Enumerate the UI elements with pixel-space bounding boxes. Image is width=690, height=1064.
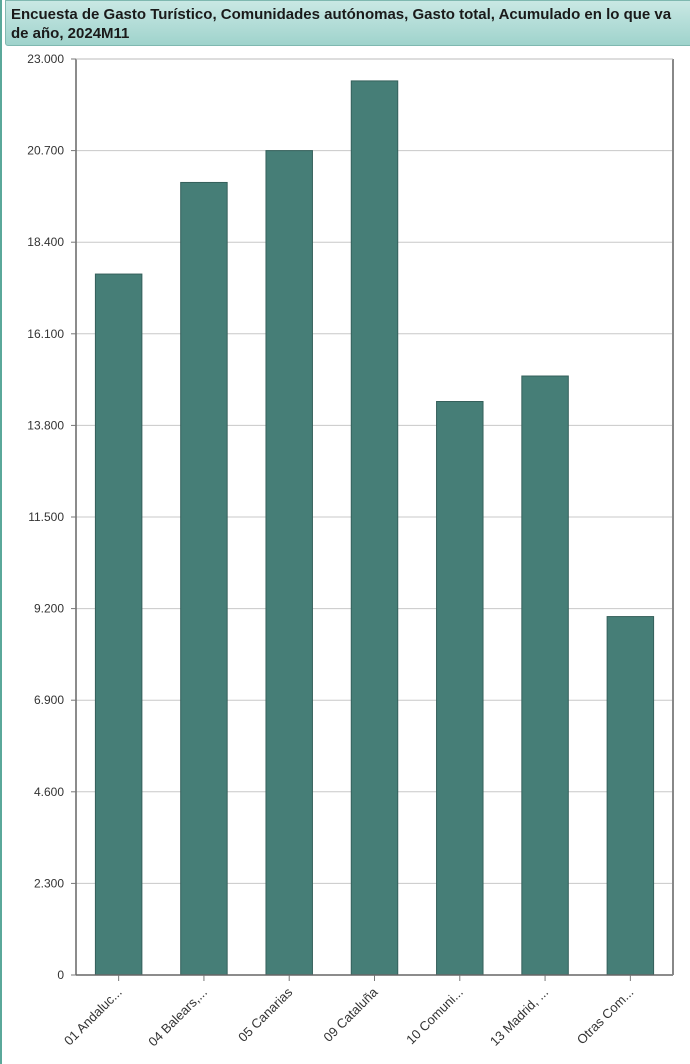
chart-title-bar: Encuesta de Gasto Turístico, Comunidades… <box>5 0 690 46</box>
x-axis-ticks: 01 Andaluc... 04 Balears,... 05 Canarias 09… <box>61 975 636 1049</box>
y-tick-label: 18.400 <box>27 235 64 249</box>
bar[interactable] <box>350 80 399 976</box>
bar[interactable] <box>180 181 228 976</box>
y-tick-label: 20.700 <box>27 144 64 158</box>
x-tick-label: 09 Cataluña <box>320 984 381 1045</box>
bars <box>94 80 655 976</box>
bar[interactable] <box>606 616 655 976</box>
y-tick-label: 0 <box>57 968 64 982</box>
y-tick-label: 2.300 <box>34 876 64 890</box>
x-tick-label: 10 Comuni... <box>403 985 466 1048</box>
x-tick-label: 04 Balears,... <box>145 985 210 1050</box>
y-tick-label: 11.500 <box>28 510 64 524</box>
bar[interactable] <box>521 375 569 976</box>
y-axis-ticks: 0 2.300 4.600 6.900 9.200 11.500 13.800 16.100 1… <box>27 52 76 982</box>
y-tick-label: 16.100 <box>27 327 64 341</box>
chart-title: Encuesta de Gasto Turístico, Comunidades… <box>11 6 672 42</box>
y-tick-label: 6.900 <box>34 693 64 707</box>
left-border <box>0 0 2 1064</box>
y-tick-label: 9.200 <box>34 602 64 616</box>
y-tick-label: 4.600 <box>34 785 64 799</box>
x-tick-label: 13 Madrid, ... <box>487 985 551 1049</box>
y-tick-label: 23.000 <box>27 52 64 66</box>
y-tick-label: 13.800 <box>27 418 64 432</box>
bar[interactable] <box>436 401 484 976</box>
bar[interactable] <box>265 150 313 976</box>
bar[interactable] <box>94 273 143 976</box>
x-tick-label: 05 Canarias <box>235 984 296 1045</box>
x-tick-label: Otras Com... <box>574 985 637 1048</box>
x-tick-label: 01 Andaluc... <box>61 985 125 1049</box>
